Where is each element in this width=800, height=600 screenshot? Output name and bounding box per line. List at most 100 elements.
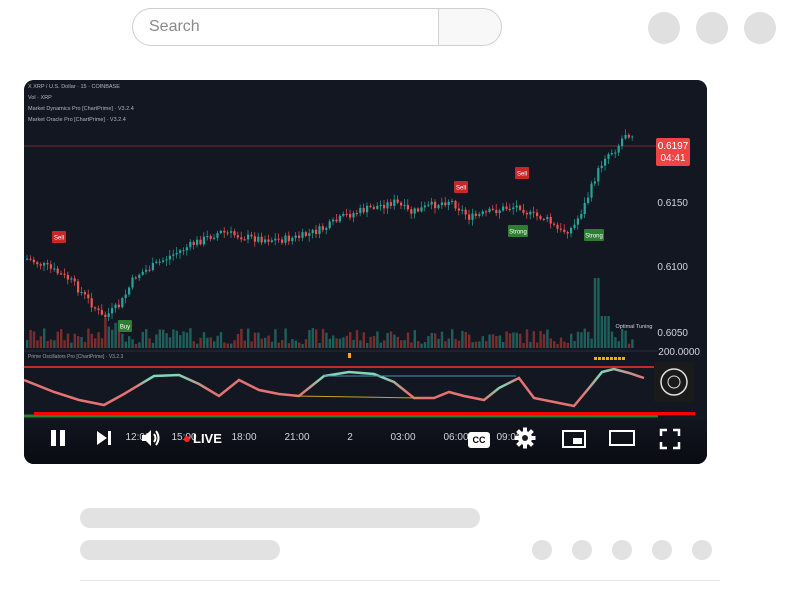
volume-bar [308, 330, 311, 348]
theater-mode-button[interactable] [609, 430, 637, 450]
action-placeholder-4[interactable] [652, 540, 672, 560]
candle-body [332, 219, 335, 222]
candle-body [617, 145, 620, 153]
candle-body [491, 208, 494, 210]
signal-badge [454, 181, 468, 193]
volume-bar [202, 332, 206, 348]
volume-bar [413, 330, 416, 348]
settings-button[interactable] [514, 427, 540, 453]
volume-bar [179, 335, 182, 348]
candle-body [587, 197, 590, 204]
candle-body [63, 273, 66, 275]
video-player[interactable]: X XRP / U.S. Dollar · 15 · COINBASE Vol ·… [24, 80, 707, 464]
volume-bar [349, 332, 352, 348]
candle-body [226, 232, 229, 234]
volume-bar [151, 342, 155, 348]
volume-button[interactable] [140, 428, 166, 452]
signal-label: Buy [120, 325, 130, 331]
volume-bar [43, 328, 46, 348]
header-icon-2[interactable] [696, 12, 728, 44]
volume-bar [240, 328, 243, 348]
volume-bar [264, 337, 267, 348]
miniplayer-icon [562, 430, 586, 448]
live-indicator[interactable]: LIVE [184, 431, 222, 446]
volume-bar [573, 341, 576, 348]
volume-bar [117, 320, 121, 348]
volume-bar [542, 334, 546, 348]
signal-label: Strong [509, 230, 527, 236]
volume-bar [481, 336, 484, 348]
action-placeholder-1[interactable] [532, 540, 552, 560]
candle-body [355, 213, 358, 215]
volume-bar [298, 342, 301, 348]
candle-body [393, 199, 396, 206]
action-placeholder-2[interactable] [572, 540, 592, 560]
candle-body [468, 214, 471, 220]
action-placeholder-5[interactable] [692, 540, 712, 560]
search-input[interactable]: Search [132, 8, 438, 46]
candle-body [43, 263, 46, 266]
candle-body [128, 287, 131, 295]
candle-body [155, 261, 158, 263]
candle-body [403, 204, 406, 206]
signal-badge [52, 231, 66, 243]
signal-badge [118, 320, 132, 332]
volume-bar [63, 340, 66, 348]
volume-bar [277, 342, 280, 348]
candle-body [90, 298, 93, 308]
candle-body [573, 224, 576, 228]
signal-badge [584, 229, 604, 241]
volume-bar [369, 336, 372, 348]
chart-header-line: Market Dynamics Pro [ChartPrime] · V3.2.… [28, 106, 134, 112]
volume-bar [243, 340, 246, 348]
volume-bar [209, 337, 212, 348]
candle-body [111, 308, 114, 314]
candle-body [502, 206, 505, 211]
volume-bar [355, 330, 359, 348]
candle-body [610, 153, 613, 155]
trading-chart: X XRP / U.S. Dollar · 15 · COINBASE Vol ·… [24, 80, 707, 464]
candle-body [434, 201, 437, 209]
volume-bar [430, 332, 433, 348]
volume-bar [359, 340, 362, 348]
candle-body [277, 238, 280, 240]
candle-body [481, 211, 484, 215]
oscillator-dot [610, 357, 613, 360]
action-placeholder-3[interactable] [612, 540, 632, 560]
volume-bar [352, 339, 355, 348]
volume-bar [454, 338, 457, 348]
candle-body [464, 209, 467, 215]
search-button[interactable] [438, 8, 502, 46]
candle-body [410, 209, 413, 214]
volume-bar [342, 337, 345, 348]
avatar[interactable] [744, 12, 776, 44]
next-button[interactable] [94, 428, 118, 452]
header-icon-1[interactable] [648, 12, 680, 44]
volume-bar [77, 336, 80, 348]
oscillator-dot [614, 357, 617, 360]
captions-button[interactable]: CC [466, 430, 492, 450]
candle-body [328, 221, 331, 229]
candle-body [485, 211, 488, 213]
volume-bar [590, 338, 593, 348]
volume-bar [107, 326, 110, 348]
candle-body [94, 307, 97, 309]
time-tick: 12:00 [125, 432, 150, 443]
candle-body [281, 239, 284, 243]
candle-body [519, 205, 522, 210]
volume-bar [36, 340, 39, 348]
candle-body [474, 213, 477, 217]
candle-body [53, 268, 56, 270]
volume-bar [335, 338, 338, 348]
candle-body [536, 212, 539, 217]
volume-bar [563, 341, 566, 348]
pause-button[interactable] [48, 428, 72, 452]
fullscreen-button[interactable] [659, 428, 683, 452]
oscillator-line [24, 367, 645, 408]
candle-body [627, 134, 630, 138]
miniplayer-button[interactable] [562, 430, 588, 450]
volume-bar [230, 343, 233, 348]
candle-body [529, 211, 532, 215]
candle-body [505, 206, 508, 209]
progress-bar[interactable] [34, 412, 695, 415]
